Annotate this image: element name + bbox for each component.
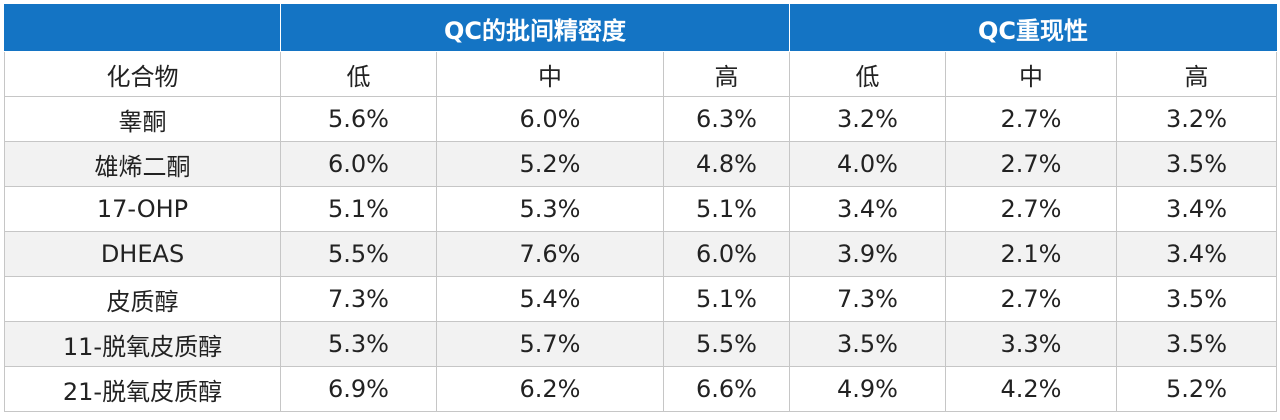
- value-cell: 6.6%: [662, 366, 791, 412]
- column-header-reproducibility-mid: 中: [945, 51, 1118, 97]
- value-cell: 5.2%: [1116, 366, 1278, 412]
- value-cell: 7.3%: [789, 276, 947, 322]
- value-cell: 4.9%: [789, 366, 947, 412]
- qc-precision-table: QC的批间精密度 QC重现性 化合物 低 中 高 低 中 高 睾酮 5.6% 6…: [4, 4, 1278, 412]
- value-cell: 3.5%: [1116, 321, 1278, 367]
- value-cell: 6.2%: [436, 366, 664, 412]
- group-header-row: QC的批间精密度 QC重现性: [4, 4, 1278, 52]
- compound-cell: 21-脱氧皮质醇: [4, 366, 281, 412]
- value-cell: 5.6%: [280, 96, 437, 142]
- column-header-precision-high: 高: [662, 51, 791, 97]
- value-cell: 6.0%: [662, 231, 791, 277]
- value-cell: 7.3%: [280, 276, 437, 322]
- value-cell: 6.0%: [436, 96, 664, 142]
- value-cell: 5.5%: [280, 231, 437, 277]
- value-cell: 6.3%: [662, 96, 791, 142]
- value-cell: 4.2%: [945, 366, 1118, 412]
- compound-cell: 雄烯二酮: [4, 141, 281, 187]
- table-row: 皮质醇 7.3% 5.4% 5.1% 7.3% 2.7% 3.5%: [4, 276, 1278, 322]
- compound-cell: 睾酮: [4, 96, 281, 142]
- column-header-precision-mid: 中: [436, 51, 664, 97]
- value-cell: 5.1%: [662, 276, 791, 322]
- value-cell: 5.5%: [662, 321, 791, 367]
- value-cell: 3.5%: [1116, 276, 1278, 322]
- value-cell: 2.1%: [945, 231, 1118, 277]
- compound-cell: DHEAS: [4, 231, 281, 277]
- value-cell: 2.7%: [945, 96, 1118, 142]
- column-header-precision-low: 低: [280, 51, 437, 97]
- table-row: 17-OHP 5.1% 5.3% 5.1% 3.4% 2.7% 3.4%: [4, 186, 1278, 232]
- compound-cell: 11-脱氧皮质醇: [4, 321, 281, 367]
- value-cell: 5.1%: [662, 186, 791, 232]
- column-header-compound: 化合物: [4, 51, 281, 97]
- value-cell: 4.8%: [662, 141, 791, 187]
- value-cell: 3.3%: [945, 321, 1118, 367]
- table-row: DHEAS 5.5% 7.6% 6.0% 3.9% 2.1% 3.4%: [4, 231, 1278, 277]
- table-row: 21-脱氧皮质醇 6.9% 6.2% 6.6% 4.9% 4.2% 5.2%: [4, 366, 1278, 412]
- column-header-reproducibility-low: 低: [789, 51, 947, 97]
- value-cell: 5.1%: [280, 186, 437, 232]
- value-cell: 3.4%: [1116, 186, 1278, 232]
- column-header-reproducibility-high: 高: [1116, 51, 1278, 97]
- column-header-row: 化合物 低 中 高 低 中 高: [4, 51, 1278, 97]
- value-cell: 6.0%: [280, 141, 437, 187]
- value-cell: 5.3%: [280, 321, 437, 367]
- value-cell: 4.0%: [789, 141, 947, 187]
- value-cell: 5.7%: [436, 321, 664, 367]
- value-cell: 2.7%: [945, 276, 1118, 322]
- value-cell: 3.5%: [1116, 141, 1278, 187]
- group-header-blank: [4, 4, 281, 52]
- value-cell: 5.4%: [436, 276, 664, 322]
- value-cell: 5.2%: [436, 141, 664, 187]
- value-cell: 3.4%: [1116, 231, 1278, 277]
- value-cell: 3.5%: [789, 321, 947, 367]
- value-cell: 6.9%: [280, 366, 437, 412]
- table-row: 雄烯二酮 6.0% 5.2% 4.8% 4.0% 2.7% 3.5%: [4, 141, 1278, 187]
- value-cell: 2.7%: [945, 141, 1118, 187]
- compound-cell: 皮质醇: [4, 276, 281, 322]
- value-cell: 5.3%: [436, 186, 664, 232]
- group-header-inter-batch-precision: QC的批间精密度: [279, 4, 791, 52]
- table-row: 11-脱氧皮质醇 5.3% 5.7% 5.5% 3.5% 3.3% 3.5%: [4, 321, 1278, 367]
- value-cell: 2.7%: [945, 186, 1118, 232]
- compound-cell: 17-OHP: [4, 186, 281, 232]
- value-cell: 3.2%: [1116, 96, 1278, 142]
- table-row: 睾酮 5.6% 6.0% 6.3% 3.2% 2.7% 3.2%: [4, 96, 1278, 142]
- value-cell: 7.6%: [436, 231, 664, 277]
- value-cell: 3.9%: [789, 231, 947, 277]
- value-cell: 3.4%: [789, 186, 947, 232]
- group-header-reproducibility: QC重现性: [789, 4, 1278, 52]
- value-cell: 3.2%: [789, 96, 947, 142]
